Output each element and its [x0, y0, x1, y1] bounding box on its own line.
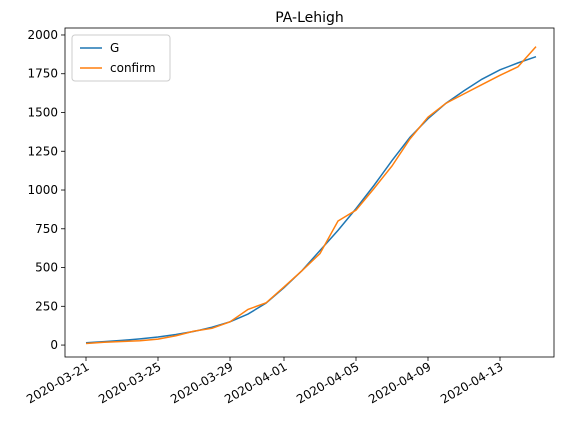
x-tick-label: 2020-04-09: [366, 359, 433, 406]
y-tick-label: 1000: [27, 183, 58, 197]
x-tick-label: 2020-03-21: [24, 359, 91, 406]
y-tick-label: 750: [35, 222, 58, 236]
x-tick-label: 2020-03-25: [96, 359, 163, 406]
legend-label: confirm: [110, 61, 156, 75]
y-tick-label: 250: [35, 299, 58, 313]
y-tick-label: 500: [35, 261, 58, 275]
y-tick-label: 0: [50, 338, 58, 352]
y-tick-label: 1500: [27, 105, 58, 119]
line-series: [85, 55, 537, 344]
line-series: [85, 46, 537, 345]
chart-title: PA-Lehigh: [275, 10, 344, 26]
y-tick-label: 1250: [27, 144, 58, 158]
y-tick-label: 2000: [27, 28, 58, 42]
x-tick-label: 2020-04-13: [438, 359, 505, 406]
x-tick-label: 2020-04-05: [294, 359, 361, 406]
y-tick-label: 1750: [27, 67, 58, 81]
legend-box: [71, 34, 171, 82]
legend-label: G: [110, 41, 119, 55]
plot-frame: [64, 27, 555, 358]
